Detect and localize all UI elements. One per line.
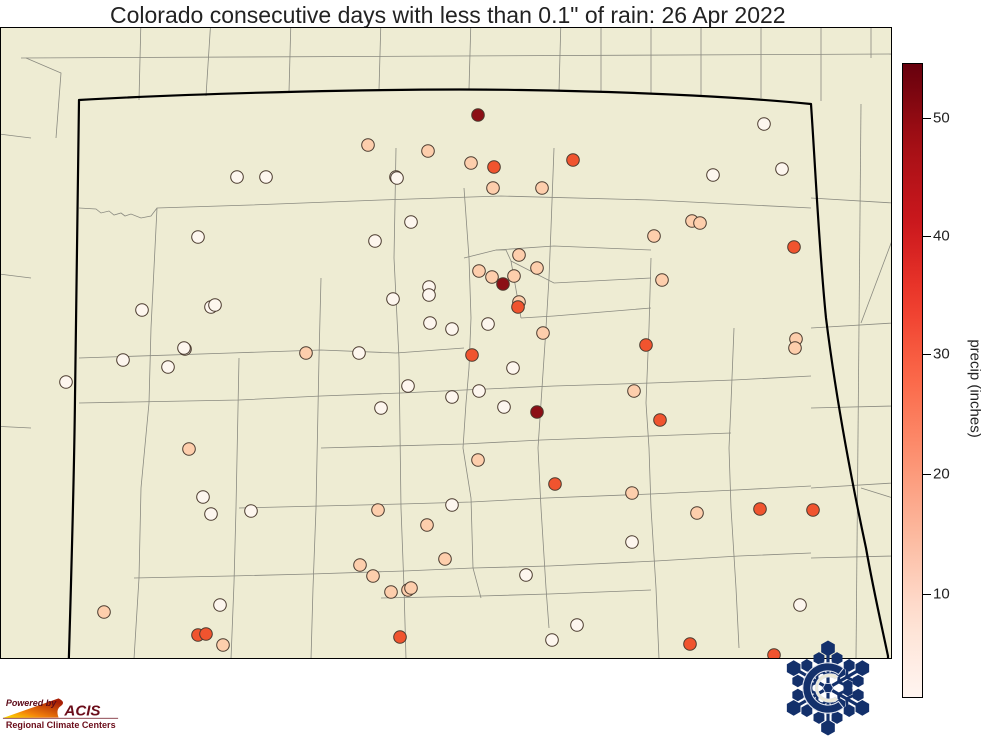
svg-text:Regional Climate Centers: Regional Climate Centers bbox=[6, 720, 116, 730]
svg-text:Powered by: Powered by bbox=[6, 698, 57, 708]
svg-text:ACIS: ACIS bbox=[63, 703, 100, 720]
